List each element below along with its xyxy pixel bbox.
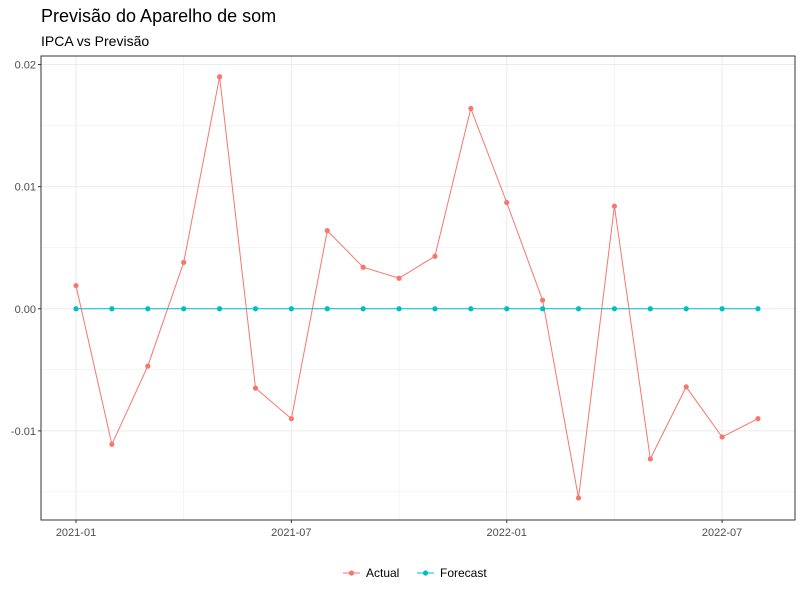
actual-point xyxy=(396,275,402,281)
forecast-point xyxy=(683,306,689,312)
actual-point xyxy=(252,385,259,391)
forecast-point xyxy=(181,306,187,312)
y-tick-label: 0.02 xyxy=(15,60,36,72)
actual-point xyxy=(540,297,546,303)
forecast-point xyxy=(755,306,761,312)
y-tick-label: 0.01 xyxy=(15,182,36,194)
legend-label: Actual xyxy=(366,566,399,580)
actual-point xyxy=(683,384,689,390)
forecast-point xyxy=(396,306,402,312)
y-tick-label: 0.00 xyxy=(15,304,36,316)
forecast-point xyxy=(611,306,618,312)
actual-point xyxy=(611,203,618,209)
actual-point xyxy=(647,456,653,462)
panel-border xyxy=(40,55,796,521)
forecast-point xyxy=(288,306,294,312)
actual-point xyxy=(73,282,79,289)
forecast-point xyxy=(324,306,330,312)
legend-key-point xyxy=(422,570,429,576)
forecast-point xyxy=(360,306,366,312)
forecast-point xyxy=(575,306,582,312)
plot-panel xyxy=(41,56,795,520)
legend-label: Forecast xyxy=(440,566,487,580)
actual-point xyxy=(504,199,510,206)
actual-point xyxy=(360,264,366,270)
forecast-point xyxy=(719,306,725,312)
chart-title: Previsão do Aparelho de som xyxy=(41,6,277,26)
forecast-point xyxy=(252,306,259,312)
x-tick-label: 2021-07 xyxy=(271,527,311,539)
forecast-point xyxy=(145,306,151,312)
forecast-point xyxy=(432,306,438,312)
forecast-point xyxy=(73,306,79,312)
actual-point xyxy=(432,253,438,259)
actual-point xyxy=(755,416,761,422)
forecast-point xyxy=(109,306,115,312)
forecast-point xyxy=(504,306,510,312)
actual-point xyxy=(468,105,474,112)
y-tick-label: -0.01 xyxy=(11,426,36,438)
actual-point xyxy=(216,74,223,80)
x-tick-label: 2021-01 xyxy=(56,527,96,539)
legend-item-actual: Actual xyxy=(343,566,399,580)
actual-point xyxy=(145,363,151,369)
forecast-point xyxy=(216,306,223,312)
actual-point xyxy=(324,228,330,234)
forecast-point xyxy=(540,306,546,312)
chart-subtitle: IPCA vs Previsão xyxy=(41,33,150,49)
actual-point xyxy=(181,259,187,265)
legend-key-point xyxy=(348,570,355,576)
forecast-point xyxy=(647,306,653,312)
actual-point xyxy=(288,416,294,422)
actual-point xyxy=(109,441,115,447)
legend-item-forecast: Forecast xyxy=(417,566,487,580)
x-tick-label: 2022-01 xyxy=(487,527,527,539)
actual-point xyxy=(719,434,725,440)
actual-point xyxy=(575,495,582,501)
x-tick-label: 2022-07 xyxy=(702,527,742,539)
actual-line xyxy=(75,76,759,499)
forecast-point xyxy=(468,306,474,312)
